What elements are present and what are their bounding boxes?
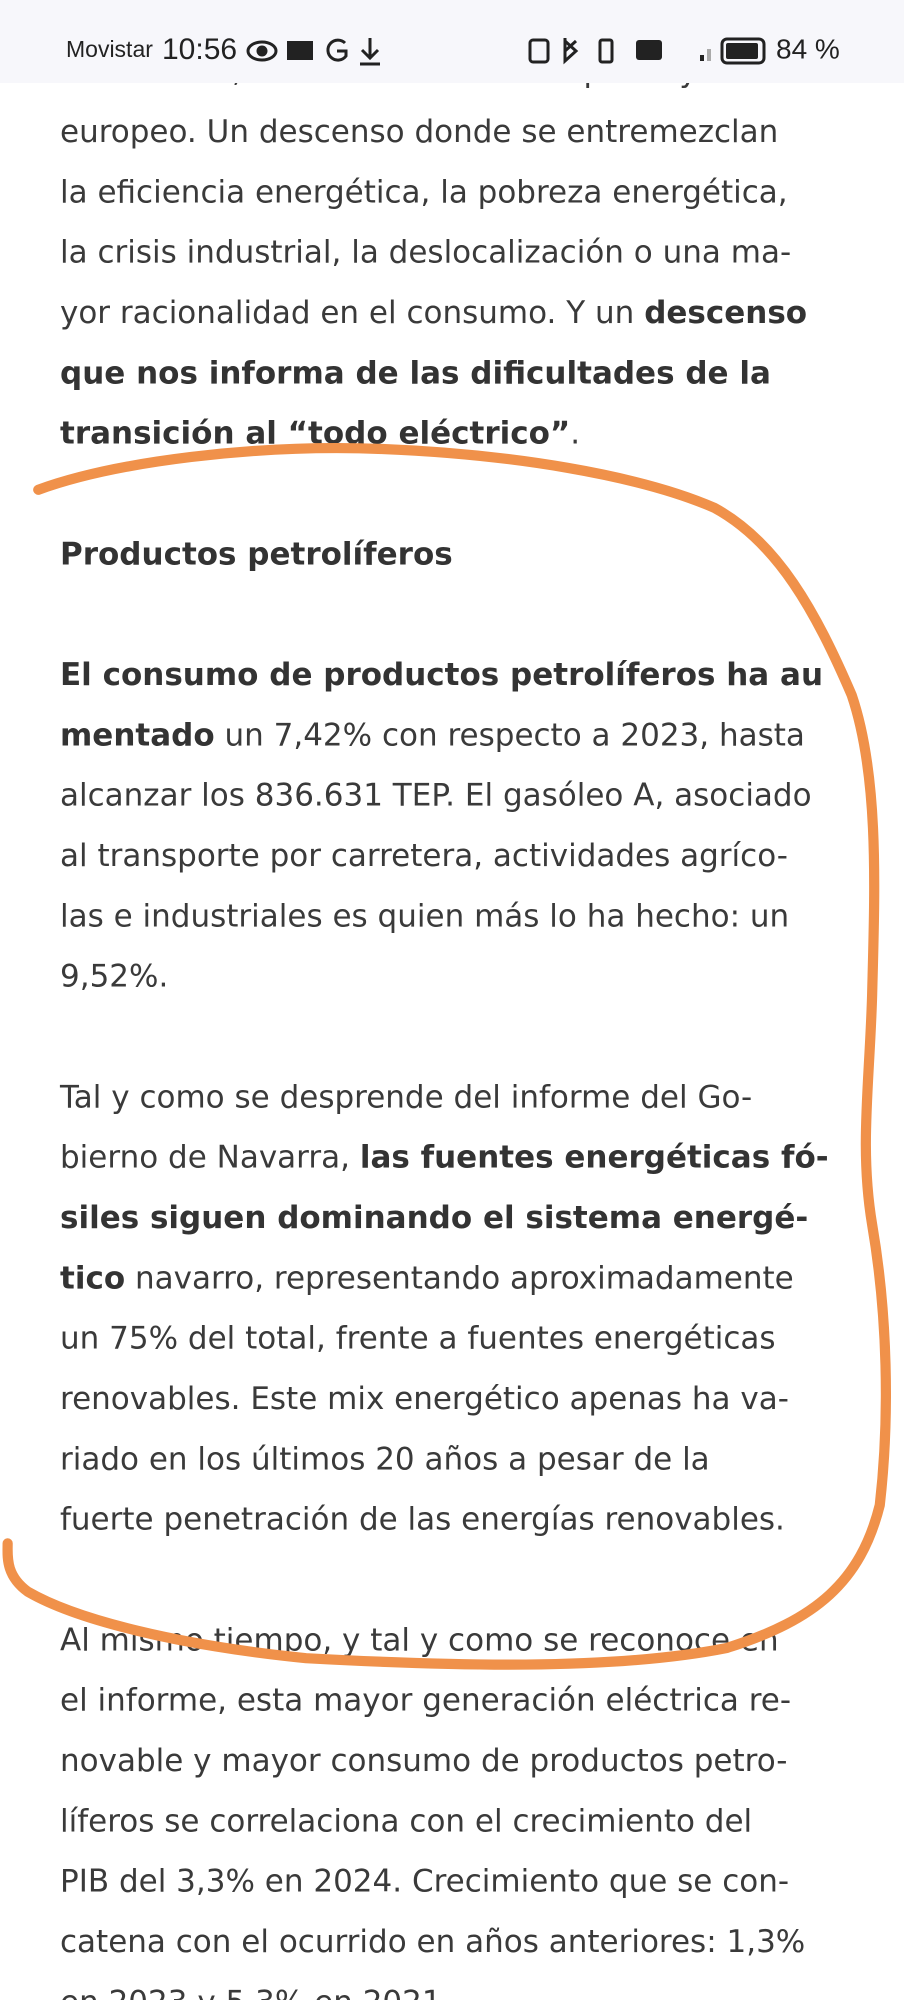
text-run: renovables. Este mix energético apenas h… [60, 1380, 789, 1416]
text-line: catena con el ocurrido en años anteriore… [60, 1923, 805, 1959]
bold-text: Productos petrolíferos [60, 536, 453, 572]
text-line: fuerte penetración de las energías renov… [60, 1501, 785, 1537]
text-line: bierno de Navarra, las fuentes energétic… [60, 1139, 829, 1175]
bold-text: El consumo de productos petrolíferos ha … [60, 657, 823, 693]
text-line: el informe, esta mayor generación eléctr… [60, 1682, 791, 1718]
status-icons [246, 37, 766, 66]
text-run: 9,52%. [60, 958, 168, 994]
bold-text: las fuentes energéticas fó- [360, 1139, 829, 1175]
text-line: riado en los últimos 20 años a pesar de … [60, 1441, 710, 1477]
text-line: la crisis industrial, la deslocalización… [60, 234, 791, 270]
paragraph: El consumo de productos petrolíferos ha … [60, 657, 823, 995]
text-line: las e industriales es quien más lo ha he… [60, 898, 789, 934]
text-line: mentado un 7,42% con respecto a 2023, ha… [60, 717, 805, 753]
text-line: que nos informa de las dificultades de l… [60, 355, 771, 391]
text-line: PIB del 3,3% en 2024. Crecimiento que se… [60, 1863, 789, 1899]
text-line: europeo. Un descenso donde se entremezcl… [60, 114, 778, 150]
text-run: . [570, 415, 580, 451]
text-run: un 7,42% con respecto a 2023, hasta [215, 717, 805, 753]
text-run: europeo. Un descenso donde se entremezcl… [60, 114, 778, 150]
paragraph: Productos petrolíferos [60, 536, 453, 572]
text-line: un 75% del total, frente a fuentes energ… [60, 1320, 776, 1356]
clock: 10:56 [162, 33, 237, 66]
text-line: Productos petrolíferos [60, 536, 453, 572]
text-run: Tal y como se desprende del informe del … [59, 1079, 752, 1115]
text-line: yor racionalidad en el consumo. Y un des… [60, 295, 807, 331]
text-line: El consumo de productos petrolíferos ha … [60, 657, 823, 693]
bold-text: que nos informa de las dificultades de l… [60, 355, 771, 391]
text-run: PIB del 3,3% en 2024. Crecimiento que se… [60, 1863, 789, 1899]
text-line: novable y mayor consumo de productos pet… [60, 1742, 787, 1778]
text-run: la eficiencia energética, la pobreza ene… [60, 174, 788, 210]
text-run: catena con el ocurrido en años anteriore… [60, 1923, 805, 1959]
bold-text: descenso [644, 295, 807, 331]
bold-text: siles siguen dominando el sistema energé… [60, 1199, 808, 1235]
text-run: líferos se correlaciona con el crecimien… [60, 1803, 752, 1839]
text-run: riado en los últimos 20 años a pesar de … [60, 1441, 710, 1477]
text-line: en 2023 y 5,3% en 2021. [60, 1984, 451, 2000]
text-line: la eficiencia energética, la pobreza ene… [60, 174, 788, 210]
text-run: yor racionalidad en el consumo. Y un [60, 295, 644, 331]
carrier: Movistar [66, 36, 153, 62]
text-line: renovables. Este mix energético apenas h… [60, 1380, 789, 1416]
text-line: alcanzar los 836.631 TEP. El gasóleo A, … [60, 777, 812, 813]
battery-level: 84 % [776, 33, 840, 64]
bold-text: tico [60, 1260, 125, 1296]
text-line: 9,52%. [60, 958, 168, 994]
status-bar-bg [0, 0, 904, 83]
hand-drawn-circle [2, 443, 891, 1670]
bold-text: mentado [60, 717, 215, 753]
text-run: un 75% del total, frente a fuentes energ… [60, 1320, 776, 1356]
paragraph: Al mismo tiempo, y tal y como se reconoc… [60, 1622, 805, 2000]
text-run: bierno de Navarra, [60, 1139, 360, 1175]
text-run: novable y mayor consumo de productos pet… [60, 1742, 787, 1778]
text-line: siles siguen dominando el sistema energé… [60, 1199, 808, 1235]
status-bar: Movistar 10:56 84 % [0, 0, 904, 83]
text-line: al transporte por carretera, actividades… [60, 837, 788, 873]
text-run: al transporte por carretera, actividades… [60, 837, 788, 873]
text-line: líferos se correlaciona con el crecimien… [60, 1803, 752, 1839]
text-run: alcanzar los 836.631 TEP. El gasóleo A, … [60, 777, 812, 813]
text-run: el informe, esta mayor generación eléctr… [60, 1682, 791, 1718]
paragraph: Tal y como se desprende del informe del … [59, 1079, 829, 1537]
text-line: tico navarro, representando aproximadame… [60, 1260, 794, 1296]
text-run: navarro, representando aproximadamente [125, 1260, 794, 1296]
text-line: Tal y como se desprende del informe del … [59, 1079, 752, 1115]
text-run: las e industriales es quien más lo ha he… [60, 898, 789, 934]
text-run: la crisis industrial, la deslocalización… [60, 234, 791, 270]
text-run: en 2023 y 5,3% en 2021. [60, 1984, 451, 2000]
text-run: fuerte penetración de las energías renov… [60, 1501, 785, 1537]
